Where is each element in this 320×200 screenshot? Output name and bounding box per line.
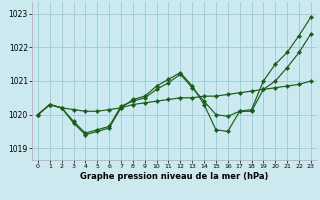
X-axis label: Graphe pression niveau de la mer (hPa): Graphe pression niveau de la mer (hPa) [80, 172, 268, 181]
